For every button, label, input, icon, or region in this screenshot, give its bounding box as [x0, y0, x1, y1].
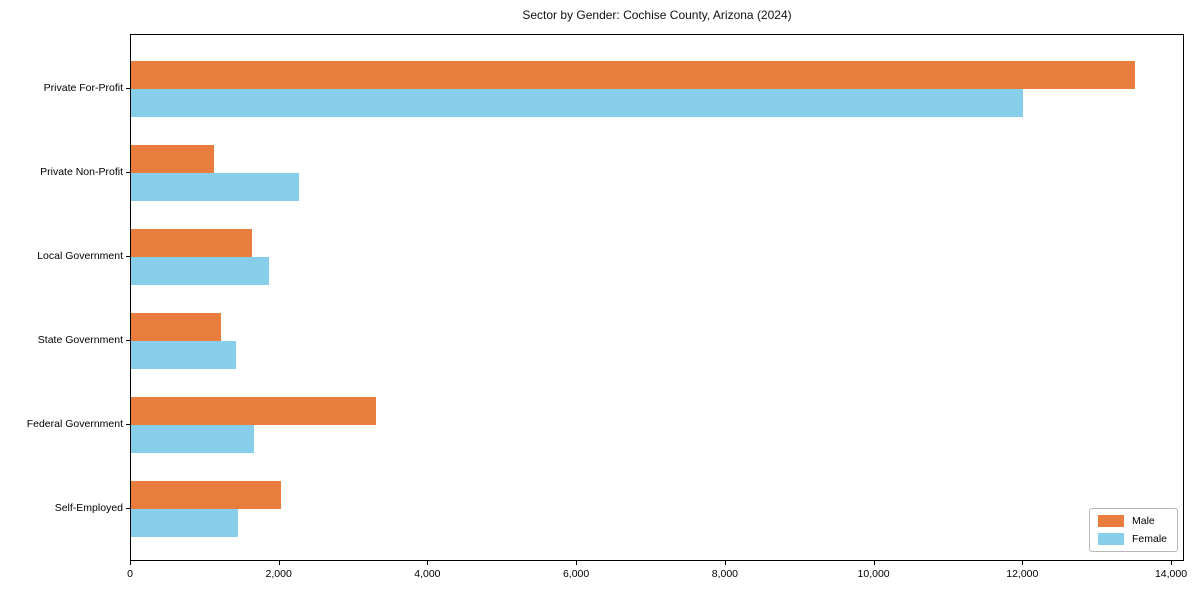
x-axis-tick-label: 2,000 [265, 568, 292, 580]
x-axis-tick-label: 12,000 [1006, 568, 1039, 580]
y-tick-mark [126, 256, 130, 257]
x-axis-tick-label: 6,000 [562, 568, 590, 580]
bar-female-4 [131, 341, 236, 369]
x-tick-mark [278, 561, 280, 565]
y-axis-label: Local Government [37, 250, 123, 262]
y-axis-label: Private Non-Profit [40, 166, 123, 178]
legend-label-female: Female [1131, 533, 1167, 545]
legend-entry-female: Female [1097, 533, 1167, 545]
female-swatch-icon [1097, 533, 1124, 545]
x-axis-tick-label: 4,000 [414, 568, 441, 580]
y-tick-mark [126, 424, 130, 425]
y-axis-label: Federal Government [26, 418, 123, 430]
y-tick-mark [126, 88, 130, 89]
y-axis-label: Self-Employed [54, 502, 123, 514]
x-tick-mark [576, 561, 578, 565]
bar-male-5 [131, 397, 377, 425]
bar-female-2 [131, 173, 299, 201]
x-tick-mark [427, 561, 429, 565]
bar-male-4 [131, 313, 221, 341]
bar-female-5 [131, 425, 254, 453]
bar-female-6 [131, 509, 239, 537]
x-axis-tick-label: 0 [127, 568, 133, 580]
x-axis-tick-label: 10,000 [857, 568, 890, 580]
chart-title: Sector by Gender: Cochise County, Arizon… [522, 8, 792, 22]
x-axis-tick-label: 14,000 [1154, 568, 1188, 580]
plot-area: Male Female [130, 34, 1184, 561]
x-tick-mark [130, 561, 131, 565]
x-tick-mark [1171, 561, 1172, 565]
bar-female-3 [131, 257, 270, 285]
bar-male-3 [131, 229, 253, 257]
legend-label-male: Male [1131, 515, 1155, 527]
legend: Male Female [1088, 508, 1178, 552]
x-tick-mark [1022, 561, 1024, 565]
bar-female-1 [131, 89, 1024, 117]
bar-male-6 [131, 481, 281, 509]
x-tick-mark [873, 561, 875, 565]
x-axis-tick-label: 8,000 [711, 568, 739, 580]
male-swatch-icon [1097, 515, 1124, 527]
bar-male-1 [131, 61, 1135, 89]
y-tick-mark [126, 172, 130, 173]
y-axis-label: Private For-Profit [43, 82, 123, 94]
bar-male-2 [131, 145, 214, 173]
y-axis-label: State Government [37, 334, 123, 346]
y-tick-mark [126, 508, 130, 509]
x-tick-mark [724, 561, 726, 565]
y-tick-mark [126, 340, 130, 341]
legend-entry-male: Male [1097, 515, 1167, 527]
